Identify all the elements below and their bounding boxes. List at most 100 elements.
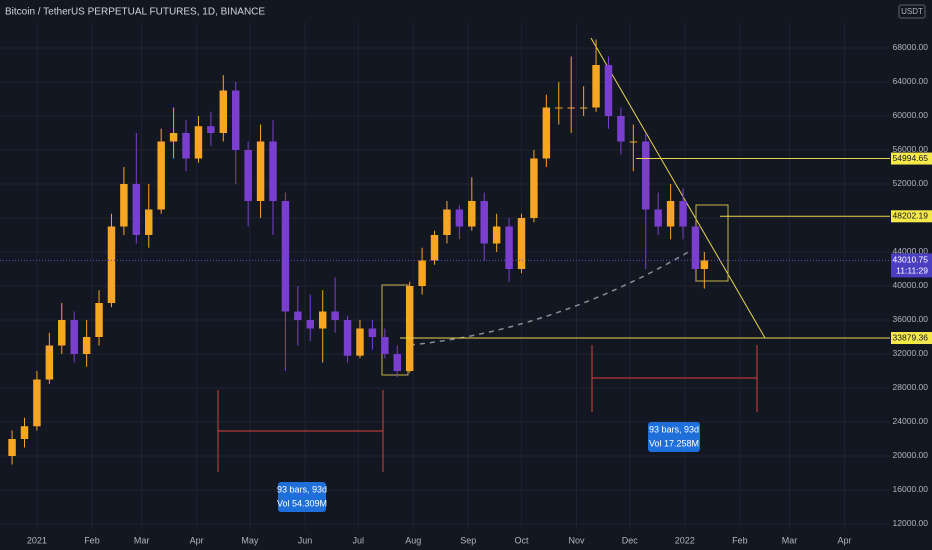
- y-tick-label: 12000.00: [893, 518, 929, 528]
- candle-body: [592, 64, 600, 108]
- candle-body: [58, 319, 66, 346]
- candle-body: [256, 141, 265, 201]
- price-label-box: [891, 210, 932, 223]
- candle-body: [480, 200, 488, 244]
- candle-body: [691, 226, 700, 269]
- candle-body: [306, 319, 315, 329]
- x-tick-label: Aug: [405, 535, 421, 545]
- measure-volume: Vol 54.309M: [277, 498, 327, 508]
- measure-box: [648, 422, 700, 452]
- y-tick-label: 24000.00: [893, 416, 929, 426]
- candle-body: [393, 353, 401, 371]
- candle-body: [318, 311, 327, 329]
- x-tick-label: Apr: [190, 535, 204, 545]
- y-tick-label: 36000.00: [893, 314, 929, 324]
- x-tick-label: Mar: [134, 535, 150, 545]
- y-tick-label: 16000.00: [893, 484, 929, 494]
- candle-body: [331, 311, 339, 320]
- candle-body: [418, 260, 426, 286]
- x-tick-label: Oct: [514, 535, 529, 545]
- candle-body: [95, 302, 103, 337]
- price-label-box: [891, 152, 932, 165]
- candle-body: [443, 209, 451, 235]
- candle-body: [468, 200, 476, 227]
- overlay: 12000.00 16000.00 20000.00 24000.00 28000.00…: [0, 42, 932, 545]
- candle-body: [542, 107, 551, 159]
- candle-body: [45, 345, 54, 380]
- candle-body: [579, 107, 588, 109]
- candle-body: [194, 126, 203, 159]
- candle-body: [132, 183, 141, 235]
- candle-body: [666, 200, 675, 227]
- last-price-box: [891, 253, 932, 278]
- measure-bars: 93 bars, 93d: [649, 424, 699, 434]
- chart-title: Bitcoin / TetherUS PERPETUAL FUTURES, 1D…: [5, 7, 265, 18]
- candle-body: [244, 149, 252, 201]
- y-tick-label: 40000.00: [893, 280, 929, 290]
- candle-body: [555, 107, 563, 109]
- x-tick-label: May: [241, 535, 259, 545]
- candle-body: [654, 209, 662, 227]
- candle-body: [617, 115, 625, 142]
- candle-body: [231, 90, 240, 150]
- y-tick-label: 28000.00: [893, 382, 929, 392]
- candles: [8, 39, 709, 465]
- candle-body: [629, 141, 638, 143]
- price-label: 33879.36: [893, 332, 929, 342]
- y-tick-label: 52000.00: [893, 178, 929, 188]
- candle-body: [294, 311, 302, 320]
- y-tick-label: 44000.00: [893, 246, 929, 256]
- candle-body: [505, 226, 513, 269]
- candle-body: [356, 328, 364, 356]
- candle-body: [120, 183, 128, 227]
- candle-body: [455, 209, 464, 227]
- arc-drawing: [409, 244, 701, 346]
- candle-body: [182, 132, 190, 159]
- candle-body: [207, 126, 215, 133]
- candle-body: [368, 328, 377, 337]
- x-tick-label: Feb: [732, 535, 748, 545]
- currency[interactable]: USDT: [901, 7, 923, 16]
- price-label: 48202.19: [893, 211, 929, 221]
- currency-box[interactable]: [898, 4, 926, 19]
- candle-body: [145, 209, 153, 235]
- candle-body: [281, 200, 290, 312]
- y-tick-label: 64000.00: [893, 76, 929, 86]
- x-tick-label: 2022: [675, 535, 695, 545]
- candle-body: [517, 217, 526, 269]
- price-label-box: [891, 332, 932, 345]
- candle-body: [269, 141, 277, 201]
- x-tick-label: Feb: [84, 535, 100, 545]
- candle-body: [107, 226, 116, 303]
- candle-body: [169, 132, 178, 142]
- y-tick-label: 32000.00: [893, 348, 929, 358]
- candle-body: [33, 379, 41, 427]
- countdown: 11:11:29: [896, 266, 928, 276]
- candle-body: [8, 438, 16, 456]
- y-tick-label: 68000.00: [893, 42, 929, 52]
- candle-body: [700, 260, 709, 269]
- measure-box: [278, 482, 326, 512]
- candle-body: [492, 226, 501, 244]
- candle-body: [20, 426, 29, 439]
- candle-body: [679, 200, 687, 227]
- measure-volume: Vol 17.258M: [649, 438, 699, 448]
- trend-line: [590, 37, 766, 339]
- measure-bars: 93 bars, 93d: [277, 484, 327, 494]
- candle-body: [82, 336, 91, 354]
- candle-body: [219, 90, 228, 133]
- candle-body: [381, 336, 389, 354]
- candle-body: [343, 319, 352, 356]
- y-tick-label: 20000.00: [893, 450, 929, 460]
- candle-body: [405, 285, 414, 371]
- x-tick-label: Sep: [460, 535, 476, 545]
- y-tick-label: 56000.00: [893, 144, 929, 154]
- candle-body: [642, 141, 650, 210]
- candle-body: [530, 158, 538, 218]
- candle-body: [430, 234, 439, 261]
- last-price: 43010.75: [893, 255, 929, 265]
- candle-body: [567, 107, 575, 109]
- candle-body: [70, 319, 78, 354]
